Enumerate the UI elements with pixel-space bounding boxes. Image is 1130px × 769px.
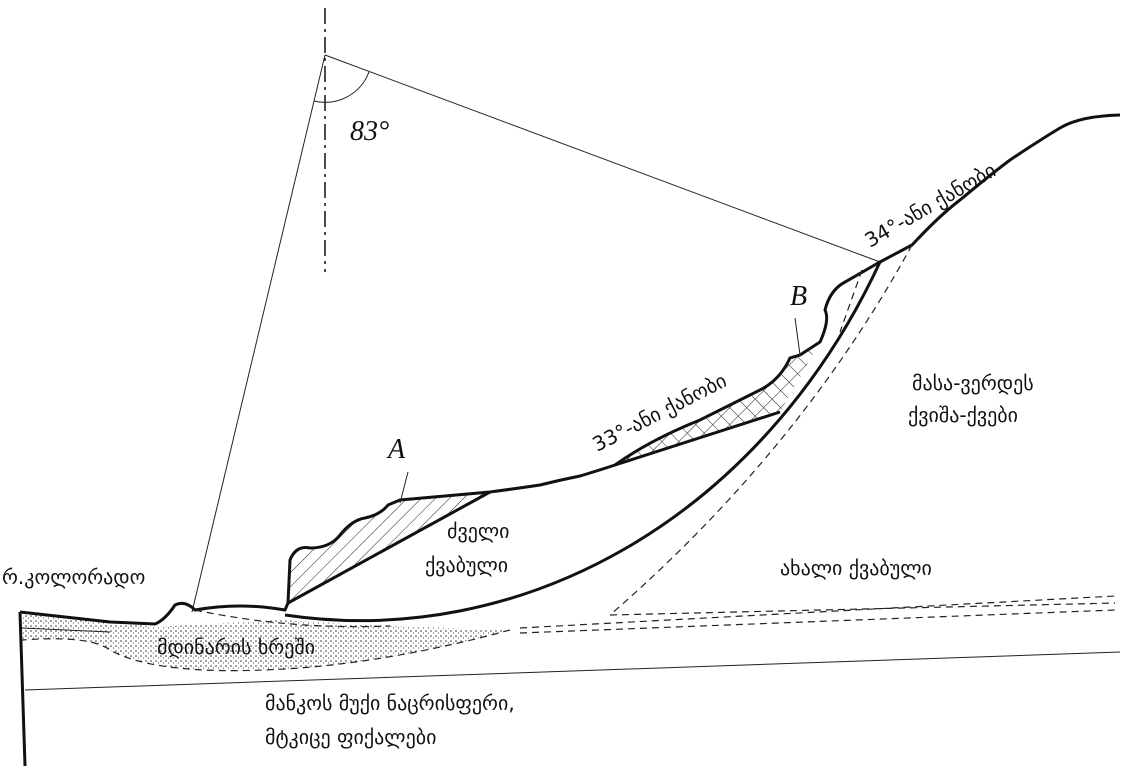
leader xyxy=(794,317,801,356)
new-slip xyxy=(609,244,913,616)
rock-label: ქვიშა-ქვები xyxy=(908,403,1018,427)
rock-label: მასა-ვერდეს xyxy=(912,371,1034,395)
layer-boundary xyxy=(24,651,1121,691)
leader xyxy=(399,471,409,504)
river-label: რ.კოლორადო xyxy=(2,565,145,589)
point-label: A xyxy=(386,434,406,465)
radius-line xyxy=(191,54,326,613)
shale-label: მტკიცე ფიქალები xyxy=(265,725,436,749)
gravel-boundary xyxy=(21,629,511,672)
depression-label: ძველი xyxy=(447,519,510,543)
angle-arc xyxy=(313,71,370,103)
section-edge xyxy=(18,611,27,767)
point-label: B xyxy=(790,281,807,312)
slope-label: 34°-ანი ქანობი xyxy=(861,158,1001,252)
slide-base xyxy=(287,490,491,605)
crack xyxy=(839,269,863,333)
shale-label: მანკოს მუქი ნაცრისფერი, xyxy=(265,691,515,715)
radius-line xyxy=(324,54,881,263)
old-surface xyxy=(194,609,391,628)
slip-surface xyxy=(284,261,882,623)
layer-boundary xyxy=(21,627,111,633)
layer xyxy=(609,602,1116,616)
gravel-label: მდინარის ხრეში xyxy=(157,635,315,659)
angle-label: 83° xyxy=(350,116,389,147)
slide-base xyxy=(614,410,781,467)
depression-label: ქვაბული xyxy=(425,553,508,577)
depression-label: ახალი ქვაბული xyxy=(780,556,932,580)
ground-surface xyxy=(19,113,1121,626)
layer xyxy=(519,609,1116,634)
layer xyxy=(519,595,1116,629)
